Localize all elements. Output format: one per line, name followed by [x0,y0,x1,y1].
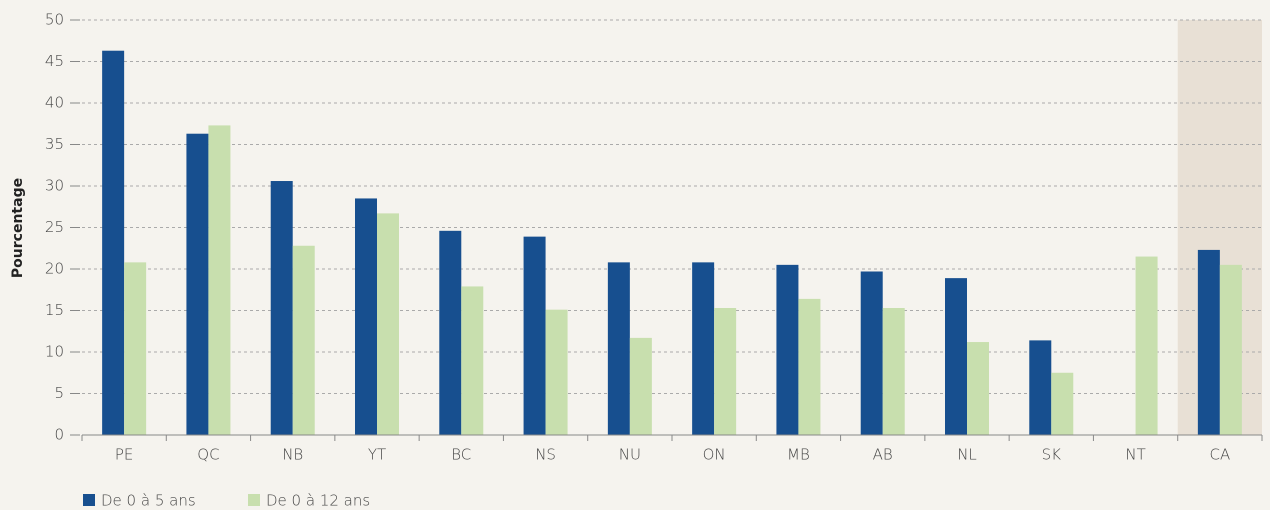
bar [186,133,209,435]
legend-swatch [248,494,260,506]
bar [692,262,715,435]
x-tick-label: YT [368,446,386,464]
bar [377,213,399,435]
bar [860,271,883,435]
bar [270,181,293,435]
x-tick-label: PE [115,446,134,464]
y-tick-label: 0 [54,426,64,444]
y-tick-label: 35 [45,135,64,153]
bar [461,286,484,435]
bar [629,337,652,435]
bar [798,298,821,435]
bar [292,245,315,435]
bar [1197,249,1220,435]
bar [1051,372,1074,435]
bar [545,309,568,435]
x-tick-label: ON [703,446,726,464]
y-tick-label: 25 [45,218,64,236]
x-tick-label: NS [535,446,556,464]
x-tick-label: MB [787,446,810,464]
bar [208,125,231,435]
x-tick-label: NU [619,446,641,464]
bar [882,308,905,435]
bar [355,198,377,435]
bar [607,262,630,435]
y-tick-label: 10 [45,343,64,361]
y-tick-label: 15 [45,301,64,319]
x-tick-label: NB [282,446,303,464]
bar [776,264,799,435]
y-tick-label: 40 [45,94,64,112]
y-tick-label: 30 [45,177,64,195]
x-tick-label: AB [873,446,893,464]
legend-label: De 0 à 12 ans [266,492,370,510]
y-axis-label: Pourcentage [10,178,26,278]
legend-label: De 0 à 5 ans [101,492,196,510]
bar [1135,256,1158,435]
x-tick-label: SK [1042,446,1062,464]
x-tick-label: BC [451,446,471,464]
bar [439,230,462,435]
bar [124,262,147,435]
y-tick-label: 45 [45,52,64,70]
y-tick-label: 5 [54,384,64,402]
bar [714,308,737,435]
bar [102,50,125,436]
x-tick-label: NT [1125,446,1145,464]
x-tick-label: CA [1209,446,1230,464]
x-tick-label: QC [197,446,219,464]
y-tick-label: 20 [45,260,64,278]
bar [967,342,989,435]
bar [1219,264,1242,435]
bar [523,236,546,435]
x-tick-label: NL [957,446,977,464]
legend-swatch [83,494,95,506]
bar [1029,340,1052,435]
bar [945,278,967,435]
y-tick-label: 50 [45,11,64,29]
